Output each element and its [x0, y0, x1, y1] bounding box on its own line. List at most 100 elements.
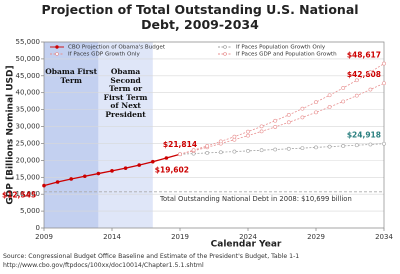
data-point — [382, 141, 386, 146]
data-point — [341, 86, 346, 90]
data-point — [354, 78, 359, 83]
x-tick-label: 2034 — [375, 233, 393, 241]
value-label: $42,808 — [347, 70, 381, 79]
x-tick-label: 2019 — [171, 233, 189, 241]
y-tick-label: 50,000 — [16, 55, 41, 63]
region-label: Obama Second Term or First Term of Next … — [103, 68, 148, 119]
data-point — [341, 144, 346, 148]
shaded-region — [98, 42, 153, 228]
y-tick-label: 5,000 — [20, 207, 40, 215]
data-point — [205, 151, 210, 155]
shaded-region — [44, 42, 99, 228]
value-label: $21,814 — [163, 140, 197, 149]
y-tick-label: 40,000 — [16, 89, 41, 97]
data-point — [110, 169, 114, 173]
legend-label: If Paces GDP Growth Only — [68, 52, 140, 58]
data-point — [327, 105, 332, 109]
legend-marker — [55, 52, 59, 56]
y-tick-label: 10,000 — [16, 190, 41, 198]
data-point — [368, 142, 373, 147]
data-point — [327, 144, 332, 149]
data-point — [123, 166, 128, 170]
data-point — [151, 159, 155, 164]
data-point — [368, 87, 373, 92]
data-point — [286, 146, 291, 151]
data-point — [259, 148, 264, 153]
data-point — [314, 100, 318, 105]
data-point — [382, 61, 386, 66]
data-point — [246, 129, 250, 134]
y-tick-label: 30,000 — [16, 123, 41, 131]
data-point — [218, 139, 223, 144]
source-url: http://www.cbo.gov/ftpdocs/100xx/doc1001… — [3, 262, 204, 269]
data-point — [55, 180, 60, 184]
data-point — [314, 145, 318, 150]
legend-label: If Paces GDP and Population Growth — [236, 52, 337, 58]
value-label: $24,918 — [347, 131, 381, 140]
region-label-box: Obama Second Term or First Term of Next … — [103, 68, 148, 119]
data-point — [300, 115, 305, 120]
y-tick-label: 45,000 — [16, 72, 41, 80]
data-point — [218, 150, 223, 155]
data-point — [42, 183, 46, 188]
chart-title: Projection of Total Outstanding U.S. Nat… — [41, 2, 359, 32]
series-line — [179, 143, 385, 155]
value-label: $48,617 — [347, 51, 381, 60]
region-label: Obama First Term — [45, 68, 98, 85]
y-tick-label: 20,000 — [16, 156, 41, 164]
y-tick-label: 25,000 — [16, 139, 41, 147]
x-tick-label: 2029 — [307, 233, 325, 241]
data-point — [259, 129, 264, 134]
series-line — [179, 82, 385, 155]
y-tick-label: 35,000 — [16, 106, 41, 114]
reference-label: Total Outstanding National Debt in 2008:… — [159, 195, 352, 203]
source: Source: Congressional Budget Office Base… — [3, 253, 299, 260]
y-tick-label: 15,000 — [16, 173, 41, 181]
y-tick-label: 55,000 — [16, 38, 41, 46]
y-tick-label: 0 — [36, 224, 40, 232]
legend-label: CBO Projection of Obama's Budget — [68, 45, 166, 51]
data-point — [246, 148, 250, 153]
data-point — [232, 137, 237, 142]
data-point — [273, 125, 278, 129]
data-point — [286, 112, 291, 117]
data-point — [164, 156, 169, 160]
legend-marker — [223, 45, 227, 49]
data-point — [96, 171, 101, 176]
x-tick-label: 2009 — [35, 233, 53, 241]
data-point — [273, 147, 278, 152]
data-point — [300, 146, 305, 151]
data-point — [354, 93, 359, 98]
legend-marker — [223, 52, 227, 56]
data-point — [191, 148, 196, 153]
legend-label: If Paces Population Growth Only — [236, 45, 326, 51]
data-point — [273, 118, 278, 123]
data-point — [314, 110, 318, 115]
data-point — [69, 177, 73, 181]
data-point — [341, 99, 346, 104]
legend-marker — [55, 45, 59, 49]
x-tick-label: 2024 — [239, 233, 257, 241]
data-point — [300, 106, 305, 111]
data-point — [232, 134, 237, 139]
data-point — [137, 163, 141, 167]
data-point — [205, 144, 210, 148]
data-point — [286, 120, 291, 125]
data-point — [83, 174, 87, 179]
series-line — [179, 63, 385, 155]
data-point — [382, 81, 386, 86]
data-point — [327, 93, 332, 98]
y-axis-label: GDP [Billions Nominal USD] — [6, 65, 16, 204]
x-axis-label: Calendar Year — [211, 240, 282, 250]
value-label: $19,602 — [155, 166, 189, 175]
data-point — [354, 143, 359, 148]
data-point — [178, 152, 182, 157]
data-point — [232, 149, 237, 154]
data-point — [259, 124, 264, 129]
region-label-box: Obama First Term — [45, 68, 98, 85]
x-tick-label: 2014 — [103, 233, 121, 241]
plot-frame — [43, 41, 385, 229]
value-label: $12,545 — [2, 191, 36, 200]
data-point — [368, 70, 373, 75]
